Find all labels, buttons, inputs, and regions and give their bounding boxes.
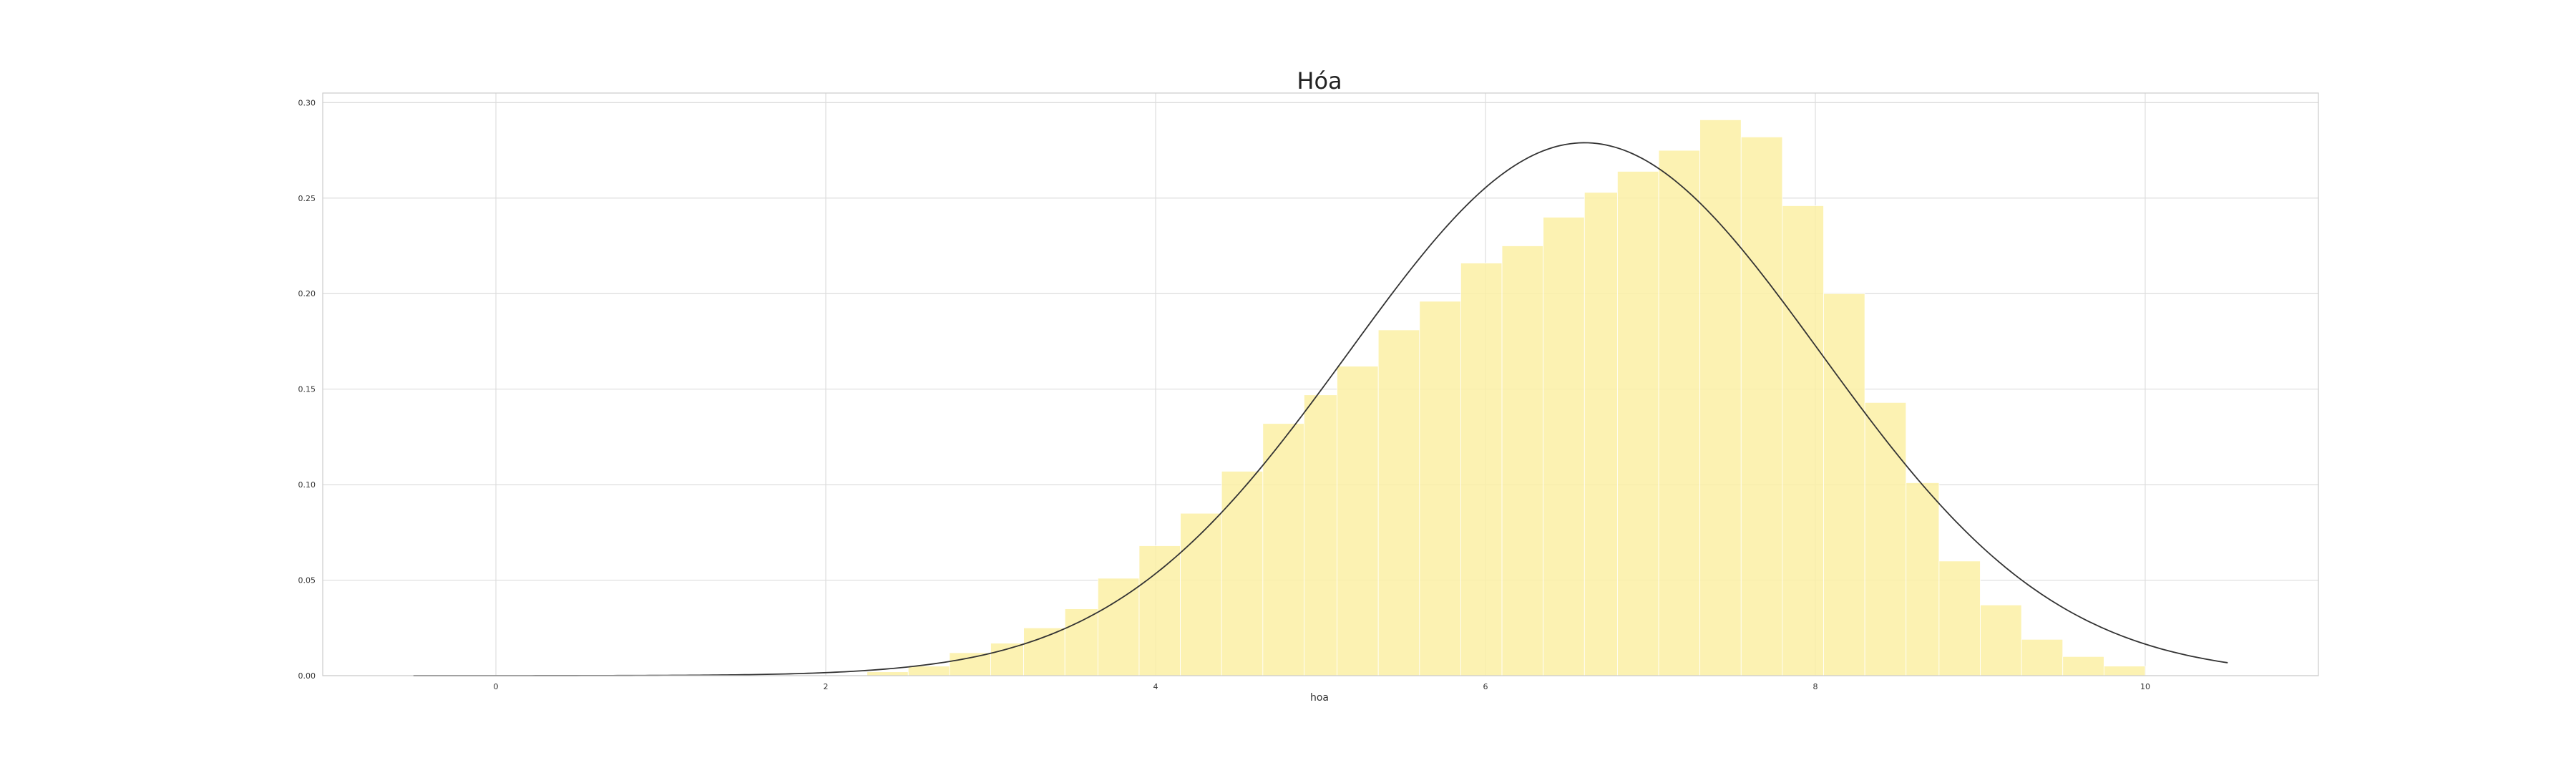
y-tick-label: 0.20 <box>298 289 316 298</box>
y-tick-label: 0.05 <box>298 576 316 585</box>
x-axis-ticks: 0 2 4 6 8 10 <box>494 682 2150 691</box>
x-tick-label: 2 <box>824 682 829 691</box>
y-axis-ticks: 0.00 0.05 0.10 0.15 0.20 0.25 0.30 <box>298 98 316 681</box>
histogram-bar <box>867 671 909 676</box>
histogram-bar <box>2021 638 2064 676</box>
histogram-bar <box>1501 245 1544 676</box>
x-tick-label: 8 <box>1813 682 1818 691</box>
histogram-bar <box>1023 627 1065 676</box>
histogram-bar <box>990 643 1025 676</box>
histogram-bar <box>1938 560 1981 676</box>
histogram-bar <box>1064 608 1098 676</box>
chart-title: Hóa <box>1297 67 1342 94</box>
normal-fit-curve <box>413 142 2228 676</box>
histogram-bar <box>1864 402 1907 676</box>
histogram-bar <box>1180 512 1222 676</box>
histogram-bar <box>907 666 950 676</box>
y-tick-label: 0.00 <box>298 671 316 681</box>
histogram-bar <box>1543 217 1585 676</box>
histogram-bar <box>1740 136 1783 676</box>
x-tick-label: 10 <box>2140 682 2150 691</box>
histogram-bar <box>1699 119 1742 676</box>
histogram-bar <box>1823 293 1865 676</box>
y-tick-label: 0.25 <box>298 194 316 203</box>
y-tick-label: 0.10 <box>298 480 316 490</box>
normal-fit-curve-group <box>413 142 2228 676</box>
histogram-bar <box>1584 192 1618 676</box>
histogram-bar <box>1138 545 1181 676</box>
histogram-bar <box>1658 150 1701 676</box>
histogram-bar <box>2103 666 2146 676</box>
x-tick-label: 6 <box>1483 682 1488 691</box>
histogram-bar <box>1337 366 1379 676</box>
x-tick-label: 4 <box>1153 682 1158 691</box>
histogram-bar <box>1262 423 1304 676</box>
histogram-bar <box>1980 604 2022 676</box>
x-axis-label: hoa <box>1310 692 1329 704</box>
histogram-bar <box>1097 578 1140 676</box>
histogram-bar <box>2062 656 2104 676</box>
histogram-bars <box>867 119 2146 676</box>
histogram-bar <box>1419 301 1461 676</box>
histogram-bar <box>1782 205 1824 676</box>
histogram-bar <box>1304 394 1337 676</box>
plot-frame <box>322 92 2319 676</box>
y-tick-label: 0.15 <box>298 385 316 394</box>
y-tick-label: 0.30 <box>298 98 316 107</box>
x-tick-label: 0 <box>494 682 499 691</box>
histogram-bar <box>1616 171 1659 676</box>
histogram-bar <box>1377 329 1420 676</box>
histogram-bar <box>1906 482 1940 676</box>
histogram-bar <box>949 652 991 676</box>
histogram-bar <box>1221 471 1264 676</box>
histogram-bar <box>1460 263 1503 676</box>
